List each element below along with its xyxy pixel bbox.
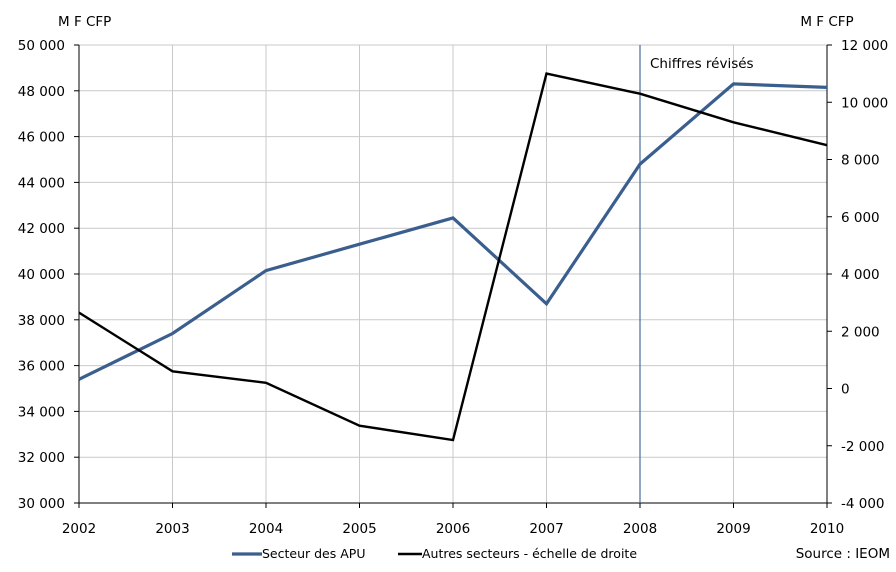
left-y-tick-label: 50 000 — [18, 38, 65, 54]
right-y-tick-label: -4 000 — [841, 496, 885, 512]
x-tick-label: 2007 — [529, 521, 563, 537]
x-tick-label: 2005 — [342, 521, 376, 537]
left-y-tick-label: 48 000 — [18, 84, 65, 100]
x-tick-label: 2003 — [155, 521, 189, 537]
left-y-tick-label: 34 000 — [18, 404, 65, 420]
right-y-tick-label: 6 000 — [841, 210, 880, 226]
right-axis-unit-label: M F CFP — [800, 14, 853, 30]
left-y-tick-label: 36 000 — [18, 359, 65, 375]
gridlines — [79, 45, 827, 503]
right-y-tick-label: 8 000 — [841, 153, 880, 169]
source-label: Source : IEOM — [796, 546, 890, 562]
right-y-tick-label: 0 — [841, 382, 850, 398]
left-y-tick-label: 44 000 — [18, 175, 65, 191]
left-y-tick-label: 30 000 — [18, 496, 65, 512]
right-y-tick-label: 4 000 — [841, 267, 880, 283]
right-y-tick-label: 10 000 — [841, 95, 888, 111]
x-tick-label: 2008 — [623, 521, 657, 537]
legend: Secteur des APU Autres secteurs - échell… — [232, 546, 637, 561]
x-tick-label: 2004 — [249, 521, 283, 537]
x-tick-label: 2010 — [810, 521, 844, 537]
left-y-tick-label: 42 000 — [18, 221, 65, 237]
x-tick-label: 2009 — [716, 521, 750, 537]
left-y-tick-label: 32 000 — [18, 450, 65, 466]
left-axis-unit-label: M F CFP — [58, 14, 111, 30]
legend-label-autres-secteurs: Autres secteurs - échelle de droite — [422, 546, 637, 561]
revision-annotation-label: Chiffres révisés — [650, 56, 754, 72]
x-tick-label: 2002 — [62, 521, 96, 537]
left-y-tick-label: 38 000 — [18, 313, 65, 329]
x-tick-label: 2006 — [436, 521, 470, 537]
left-y-tick-label: 46 000 — [18, 130, 65, 146]
legend-label-apu: Secteur des APU — [262, 546, 365, 561]
right-y-tick-label: 12 000 — [841, 38, 888, 54]
left-y-tick-label: 40 000 — [18, 267, 65, 283]
right-y-tick-label: -2 000 — [841, 439, 885, 455]
right-y-tick-label: 2 000 — [841, 324, 880, 340]
